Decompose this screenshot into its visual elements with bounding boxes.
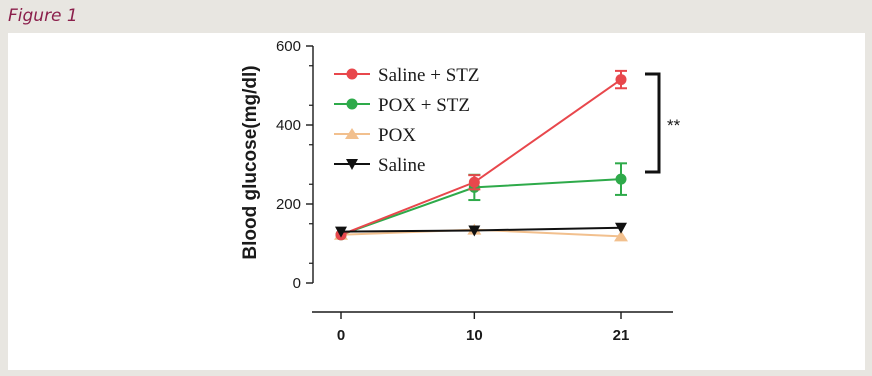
- series-pox: [334, 223, 628, 242]
- series-line: [340, 178, 622, 236]
- chart-series: [334, 69, 628, 242]
- y-tick-label: 0: [293, 275, 301, 292]
- significance-bracket: [645, 72, 661, 174]
- significance-label: **: [667, 116, 681, 135]
- y-tick-label: 400: [276, 117, 301, 134]
- data-point: [335, 226, 347, 238]
- data-point: [614, 230, 628, 242]
- legend-marker: [346, 159, 358, 170]
- figure-label: Figure 1: [8, 6, 78, 26]
- legend-label: POX: [378, 125, 416, 146]
- data-point: [468, 176, 480, 188]
- data-point: [615, 222, 627, 234]
- chart-axes: 0 200 400 600 Blood glucose(mg/dl) 0 10 21: [240, 38, 673, 344]
- legend-marker: [346, 68, 358, 80]
- y-tick-label: 200: [276, 196, 301, 213]
- series-saline: [335, 222, 627, 238]
- data-point: [468, 225, 481, 237]
- x-tick-label: 0: [337, 327, 345, 344]
- x-tick-label: 21: [613, 327, 630, 344]
- data-point: [615, 173, 627, 185]
- y-axis-label: Blood glucose(mg/dl): [240, 65, 261, 259]
- chart-annotations: **: [645, 72, 681, 174]
- legend-marker: [345, 128, 359, 139]
- chart-legend: Saline + STZ POX + STZ POX Saline: [334, 65, 480, 176]
- y-tick-label: 600: [276, 38, 301, 55]
- legend-label: Saline + STZ: [378, 65, 480, 86]
- legend-marker: [346, 98, 358, 110]
- series-line: [340, 226, 622, 233]
- legend-label: POX + STZ: [378, 95, 470, 116]
- data-point: [615, 74, 627, 86]
- legend-label: Saline: [378, 155, 426, 176]
- x-tick-label: 10: [466, 327, 483, 344]
